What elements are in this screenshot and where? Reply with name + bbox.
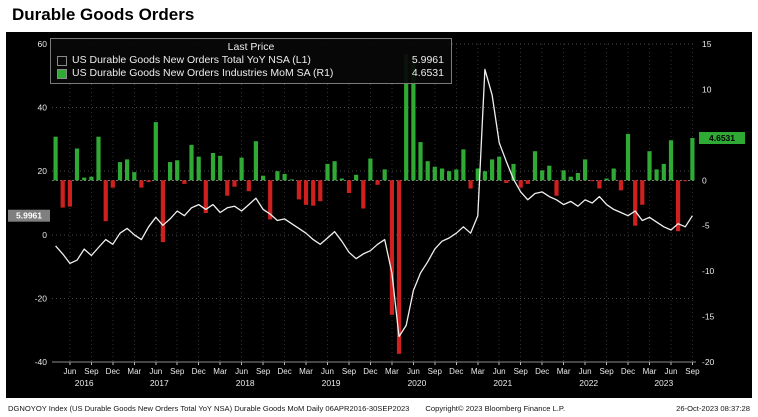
- svg-text:2022: 2022: [579, 378, 598, 388]
- svg-text:Jun: Jun: [321, 367, 334, 376]
- svg-text:Mar: Mar: [557, 367, 571, 376]
- bar-series-swatch-icon: [57, 68, 67, 79]
- svg-text:Jun: Jun: [665, 367, 678, 376]
- svg-text:Jun: Jun: [149, 367, 162, 376]
- legend-row-line-series[interactable]: US Durable Goods New Orders Total YoY NS…: [57, 54, 444, 67]
- svg-text:2019: 2019: [322, 378, 341, 388]
- legend-label-line: US Durable Goods New Orders Total YoY NS…: [72, 54, 311, 66]
- svg-text:0: 0: [42, 230, 47, 240]
- footer-ticker-info: DGNOYOY Index (US Durable Goods New Orde…: [8, 404, 410, 413]
- svg-text:Jun: Jun: [63, 367, 76, 376]
- chart-canvas[interactable]: 6040200-20-40151050-5-10-15-20JunSepDecM…: [6, 32, 752, 398]
- svg-text:Mar: Mar: [471, 367, 485, 376]
- svg-text:Mar: Mar: [299, 367, 313, 376]
- svg-text:5.9961: 5.9961: [16, 211, 42, 221]
- svg-text:Jun: Jun: [407, 367, 420, 376]
- svg-text:2021: 2021: [493, 378, 512, 388]
- footer-copyright: Copyright© 2023 Bloomberg Finance L.P.: [425, 404, 566, 413]
- svg-text:Sep: Sep: [599, 367, 614, 376]
- svg-text:-5: -5: [702, 221, 710, 231]
- svg-text:Sep: Sep: [170, 367, 185, 376]
- legend-value-bars: 4.6531: [411, 67, 444, 79]
- legend-row-bar-series[interactable]: US Durable Goods New Orders Industries M…: [57, 67, 444, 80]
- svg-text:2016: 2016: [75, 378, 94, 388]
- legend-label-bars: US Durable Goods New Orders Industries M…: [72, 67, 334, 79]
- svg-text:-20: -20: [702, 357, 715, 367]
- footer-timestamp: 26-Oct-2023 08:37:28: [676, 404, 750, 413]
- svg-text:Dec: Dec: [106, 367, 120, 376]
- svg-text:Mar: Mar: [385, 367, 399, 376]
- svg-text:Sep: Sep: [342, 367, 357, 376]
- svg-text:2017: 2017: [150, 378, 169, 388]
- svg-text:Sep: Sep: [685, 367, 700, 376]
- svg-text:Sep: Sep: [256, 367, 271, 376]
- chart-legend: Last Price US Durable Goods New Orders T…: [50, 38, 452, 84]
- svg-text:-10: -10: [702, 266, 715, 276]
- svg-text:2020: 2020: [407, 378, 426, 388]
- svg-text:Mar: Mar: [643, 367, 657, 376]
- svg-text:Mar: Mar: [127, 367, 141, 376]
- svg-text:4.6531: 4.6531: [709, 133, 735, 143]
- line-series-swatch-icon: [57, 55, 67, 66]
- svg-text:15: 15: [702, 39, 712, 49]
- svg-text:Sep: Sep: [514, 367, 529, 376]
- svg-text:Dec: Dec: [192, 367, 206, 376]
- svg-text:Dec: Dec: [363, 367, 377, 376]
- svg-text:10: 10: [702, 84, 712, 94]
- svg-text:-40: -40: [35, 357, 48, 367]
- page-title: Durable Goods Orders: [12, 5, 195, 24]
- svg-text:2023: 2023: [654, 378, 673, 388]
- chart-footer: DGNOYOY Index (US Durable Goods New Orde…: [0, 400, 758, 417]
- svg-text:-20: -20: [35, 293, 48, 303]
- svg-text:Sep: Sep: [84, 367, 99, 376]
- svg-text:Dec: Dec: [277, 367, 291, 376]
- svg-text:60: 60: [38, 39, 48, 49]
- svg-text:Jun: Jun: [235, 367, 248, 376]
- svg-text:Jun: Jun: [493, 367, 506, 376]
- svg-text:40: 40: [38, 103, 48, 113]
- svg-text:0: 0: [702, 175, 707, 185]
- svg-text:Dec: Dec: [535, 367, 549, 376]
- svg-text:Jun: Jun: [579, 367, 592, 376]
- svg-text:2018: 2018: [236, 378, 255, 388]
- legend-value-line: 5.9961: [411, 54, 444, 66]
- svg-text:Mar: Mar: [213, 367, 227, 376]
- svg-text:Dec: Dec: [449, 367, 463, 376]
- svg-text:20: 20: [38, 166, 48, 176]
- svg-text:Dec: Dec: [621, 367, 635, 376]
- chart-area: 6040200-20-40151050-5-10-15-20JunSepDecM…: [6, 32, 752, 398]
- legend-title: Last Price: [227, 41, 275, 53]
- svg-text:Sep: Sep: [428, 367, 443, 376]
- svg-text:-15: -15: [702, 312, 715, 322]
